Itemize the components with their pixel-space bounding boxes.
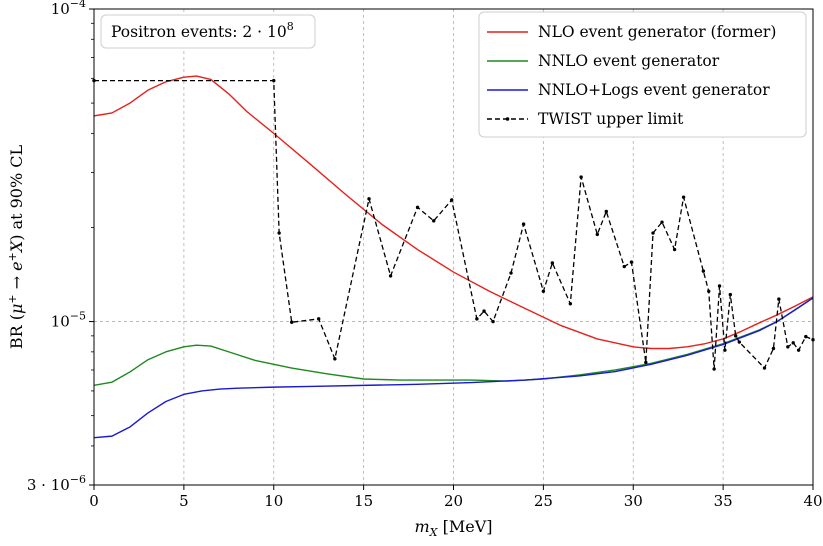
twist-data-point bbox=[777, 297, 781, 301]
twist-data-point bbox=[432, 219, 436, 223]
y-tick-label: 10−5 bbox=[51, 310, 86, 331]
twist-data-point bbox=[579, 175, 583, 179]
x-tick-label: 10 bbox=[264, 492, 283, 510]
twist-data-point bbox=[482, 309, 486, 313]
twist-data-point bbox=[728, 292, 733, 297]
twist-data-point bbox=[644, 360, 648, 365]
legend-label: TWIST upper limit bbox=[538, 110, 684, 128]
twist-data-point bbox=[415, 205, 420, 210]
series-line-nnlo-event-generator bbox=[94, 297, 813, 387]
legend-label: NLO event generator (former) bbox=[538, 23, 776, 41]
legend-label: NNLO event generator bbox=[538, 52, 720, 70]
twist-data-point bbox=[701, 269, 706, 273]
y-axis-label: BR (μ+ → e+X) at 90% CL bbox=[6, 144, 26, 349]
twist-data-point bbox=[475, 317, 479, 321]
x-axis-label: mX [MeV] bbox=[415, 517, 493, 539]
legend-item: NLO event generator (former) bbox=[487, 23, 776, 41]
series-layer bbox=[92, 75, 815, 439]
twist-data-point bbox=[568, 302, 573, 306]
annotation-box bbox=[100, 14, 316, 49]
twist-data-point bbox=[786, 345, 790, 349]
twist-data-point bbox=[388, 274, 393, 278]
series-line-nlo-event-generator-former bbox=[94, 75, 813, 350]
legend-marker bbox=[505, 117, 510, 121]
legend: NLO event generator (former) NNLO event g… bbox=[478, 11, 807, 138]
twist-data-point bbox=[796, 348, 801, 352]
twist-data-point bbox=[762, 366, 767, 370]
x-tick-label: 0 bbox=[89, 492, 99, 510]
legend-item: NNLO event generator bbox=[487, 52, 720, 70]
twist-data-point bbox=[604, 209, 608, 214]
legend-label: NNLO+Logs event generator bbox=[538, 81, 770, 99]
positron-events-annotation: Positron events: 2 · 108 bbox=[100, 14, 316, 49]
x-tick-label: 30 bbox=[624, 492, 643, 510]
x-tick-label: 20 bbox=[444, 492, 463, 510]
y-tick-label: 3 · 10−6 bbox=[27, 473, 86, 494]
twist-data-point bbox=[737, 340, 742, 344]
twist-data-point bbox=[804, 334, 808, 339]
twist-data-point bbox=[707, 289, 711, 293]
legend-frame bbox=[478, 11, 807, 138]
twist-data-point bbox=[717, 284, 722, 288]
legend-item: TWIST upper limit bbox=[487, 110, 684, 128]
twist-data-point bbox=[681, 195, 686, 199]
twist-data-point bbox=[367, 197, 371, 201]
twist-data-point bbox=[595, 232, 599, 237]
twist-data-point bbox=[660, 220, 664, 224]
twist-data-point bbox=[450, 198, 454, 202]
twist-data-point bbox=[550, 261, 555, 265]
twist-data-point bbox=[541, 289, 546, 293]
twist-data-point bbox=[316, 317, 321, 321]
annotation-text: Positron events: 2 · 108 bbox=[111, 20, 294, 41]
twist-data-point bbox=[629, 260, 634, 264]
twist-data-point bbox=[290, 320, 294, 324]
x-tick-label: 40 bbox=[803, 492, 822, 510]
axes-ticks: 0 5 10 15 20 25 30 35 40 10−4 10−5 3 · 10−6 bbox=[27, 0, 823, 510]
twist-data-point bbox=[272, 78, 276, 83]
legend-item: NNLO+Logs event generator bbox=[487, 81, 770, 99]
twist-data-point bbox=[521, 222, 526, 226]
twist-data-point bbox=[509, 271, 513, 275]
twist-data-point bbox=[277, 231, 281, 235]
twist-data-point bbox=[672, 247, 677, 252]
twist-data-point bbox=[491, 319, 495, 324]
twist-data-point bbox=[771, 346, 776, 351]
y-tick-label: 10−4 bbox=[51, 0, 86, 18]
series-line-nnlo-logs-event-generator bbox=[94, 297, 813, 439]
twist-data-point bbox=[791, 341, 795, 345]
twist-data-point bbox=[622, 264, 626, 269]
x-tick-label: 15 bbox=[354, 492, 373, 510]
x-tick-label: 5 bbox=[179, 492, 189, 510]
twist-data-point bbox=[333, 357, 337, 361]
twist-data-point bbox=[723, 348, 727, 352]
twist-data-point bbox=[712, 367, 716, 371]
x-tick-label: 25 bbox=[534, 492, 553, 510]
x-tick-label: 35 bbox=[714, 492, 733, 510]
twist-data-point bbox=[651, 231, 655, 235]
twist-data-point bbox=[734, 334, 738, 338]
